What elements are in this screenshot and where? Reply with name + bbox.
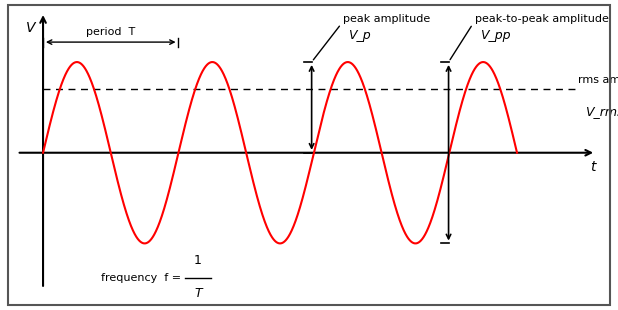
Text: period  T: period T	[86, 27, 135, 37]
Text: frequency  f =: frequency f =	[101, 273, 185, 283]
Text: V_rms: V_rms	[585, 105, 618, 118]
Text: peak amplitude: peak amplitude	[343, 14, 431, 24]
Text: V_pp: V_pp	[480, 29, 510, 42]
Text: t: t	[590, 160, 596, 174]
Text: 1: 1	[194, 254, 202, 267]
Text: rms amplitude: rms amplitude	[578, 75, 618, 85]
Text: V_p: V_p	[349, 29, 371, 42]
Text: V: V	[26, 20, 35, 35]
Text: peak-to-peak amplitude: peak-to-peak amplitude	[475, 14, 609, 24]
Text: T: T	[194, 287, 201, 300]
